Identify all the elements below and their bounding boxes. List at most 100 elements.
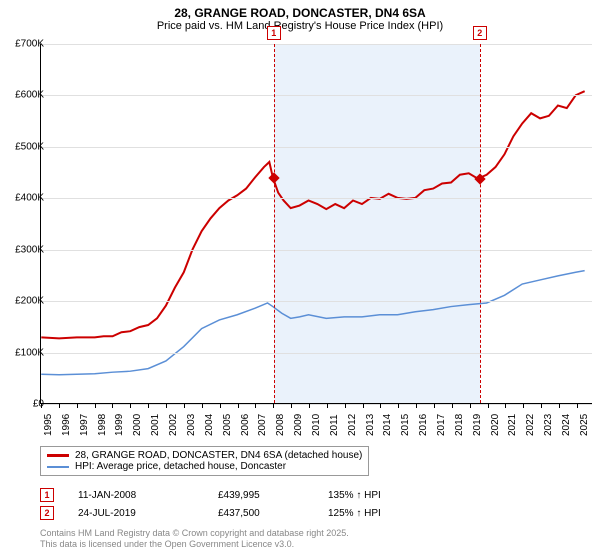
gridline xyxy=(41,250,592,251)
x-axis-label: 1997 xyxy=(79,414,90,436)
legend-label: HPI: Average price, detached house, Donc… xyxy=(75,461,286,472)
x-axis-label: 2000 xyxy=(132,414,143,436)
x-tick xyxy=(112,404,113,408)
legend-swatch xyxy=(47,466,69,468)
x-tick xyxy=(77,404,78,408)
x-axis-label: 2025 xyxy=(579,414,590,436)
y-axis-label: £0 xyxy=(4,399,44,410)
x-tick xyxy=(238,404,239,408)
sale-price: £437,500 xyxy=(218,508,328,519)
y-axis-label: £400K xyxy=(4,193,44,204)
y-axis-label: £500K xyxy=(4,141,44,152)
x-axis-label: 2004 xyxy=(204,414,215,436)
x-axis-label: 2015 xyxy=(400,414,411,436)
footer: Contains HM Land Registry data © Crown c… xyxy=(40,528,349,550)
x-tick xyxy=(345,404,346,408)
x-tick xyxy=(488,404,489,408)
chart-plot-area: 12 xyxy=(40,44,592,404)
x-tick xyxy=(523,404,524,408)
x-axis-label: 2002 xyxy=(168,414,179,436)
sale-table: 1 11-JAN-2008 £439,995 135% ↑ HPI 2 24-J… xyxy=(40,486,438,522)
x-tick xyxy=(434,404,435,408)
x-axis-label: 2022 xyxy=(525,414,536,436)
x-axis-label: 2008 xyxy=(275,414,286,436)
gridline xyxy=(41,198,592,199)
footer-line1: Contains HM Land Registry data © Crown c… xyxy=(40,528,349,539)
legend: 28, GRANGE ROAD, DONCASTER, DN4 6SA (det… xyxy=(40,446,369,476)
x-tick xyxy=(130,404,131,408)
y-axis-label: £300K xyxy=(4,244,44,255)
x-axis-label: 2001 xyxy=(150,414,161,436)
marker-line xyxy=(274,44,275,403)
legend-item: HPI: Average price, detached house, Donc… xyxy=(47,461,362,472)
x-tick xyxy=(452,404,453,408)
title-address: 28, GRANGE ROAD, DONCASTER, DN4 6SA xyxy=(0,6,600,20)
x-tick xyxy=(220,404,221,408)
sale-date: 11-JAN-2008 xyxy=(78,490,218,501)
title-subtitle: Price paid vs. HM Land Registry's House … xyxy=(0,20,600,33)
y-axis-label: £200K xyxy=(4,296,44,307)
y-axis-label: £600K xyxy=(4,90,44,101)
x-axis-label: 2014 xyxy=(382,414,393,436)
x-tick xyxy=(309,404,310,408)
chart-svg xyxy=(41,44,592,403)
sale-row: 2 24-JUL-2019 £437,500 125% ↑ HPI xyxy=(40,504,438,522)
x-axis-label: 2009 xyxy=(293,414,304,436)
x-tick xyxy=(380,404,381,408)
x-tick xyxy=(255,404,256,408)
x-tick xyxy=(184,404,185,408)
chart-container: 28, GRANGE ROAD, DONCASTER, DN4 6SA Pric… xyxy=(0,0,600,560)
x-axis-label: 2021 xyxy=(507,414,518,436)
x-axis-label: 1998 xyxy=(97,414,108,436)
gridline xyxy=(41,353,592,354)
x-axis-label: 2019 xyxy=(472,414,483,436)
x-tick xyxy=(202,404,203,408)
x-axis-label: 2024 xyxy=(561,414,572,436)
x-axis-label: 2020 xyxy=(490,414,501,436)
x-tick xyxy=(273,404,274,408)
y-axis-label: £100K xyxy=(4,347,44,358)
title-block: 28, GRANGE ROAD, DONCASTER, DN4 6SA Pric… xyxy=(0,0,600,34)
x-tick xyxy=(291,404,292,408)
legend-swatch xyxy=(47,454,69,457)
x-axis-label: 1996 xyxy=(61,414,72,436)
x-tick xyxy=(363,404,364,408)
sale-date: 24-JUL-2019 xyxy=(78,508,218,519)
gridline xyxy=(41,95,592,96)
gridline xyxy=(41,301,592,302)
x-tick xyxy=(559,404,560,408)
x-tick xyxy=(327,404,328,408)
x-tick xyxy=(398,404,399,408)
gridline xyxy=(41,404,592,405)
x-axis-label: 2010 xyxy=(311,414,322,436)
x-tick xyxy=(148,404,149,408)
sale-marker-box: 2 xyxy=(40,506,54,520)
x-axis-label: 2003 xyxy=(186,414,197,436)
x-axis-label: 2018 xyxy=(454,414,465,436)
x-tick xyxy=(505,404,506,408)
x-axis-label: 1999 xyxy=(114,414,125,436)
gridline xyxy=(41,44,592,45)
x-axis-label: 2005 xyxy=(222,414,233,436)
gridline xyxy=(41,147,592,148)
legend-item: 28, GRANGE ROAD, DONCASTER, DN4 6SA (det… xyxy=(47,450,362,461)
series-line xyxy=(41,271,584,375)
x-axis-label: 2006 xyxy=(240,414,251,436)
x-axis-label: 2012 xyxy=(347,414,358,436)
x-tick xyxy=(577,404,578,408)
sale-marker-box: 1 xyxy=(40,488,54,502)
x-axis-label: 1995 xyxy=(43,414,54,436)
x-tick xyxy=(470,404,471,408)
x-axis-label: 2013 xyxy=(365,414,376,436)
marker-box: 2 xyxy=(473,26,487,40)
x-tick xyxy=(416,404,417,408)
sale-pct: 135% ↑ HPI xyxy=(328,490,438,501)
sale-price: £439,995 xyxy=(218,490,328,501)
x-tick xyxy=(59,404,60,408)
marker-box: 1 xyxy=(267,26,281,40)
x-axis-label: 2007 xyxy=(257,414,268,436)
x-tick xyxy=(166,404,167,408)
marker-line xyxy=(480,44,481,403)
sale-pct: 125% ↑ HPI xyxy=(328,508,438,519)
sale-row: 1 11-JAN-2008 £439,995 135% ↑ HPI xyxy=(40,486,438,504)
